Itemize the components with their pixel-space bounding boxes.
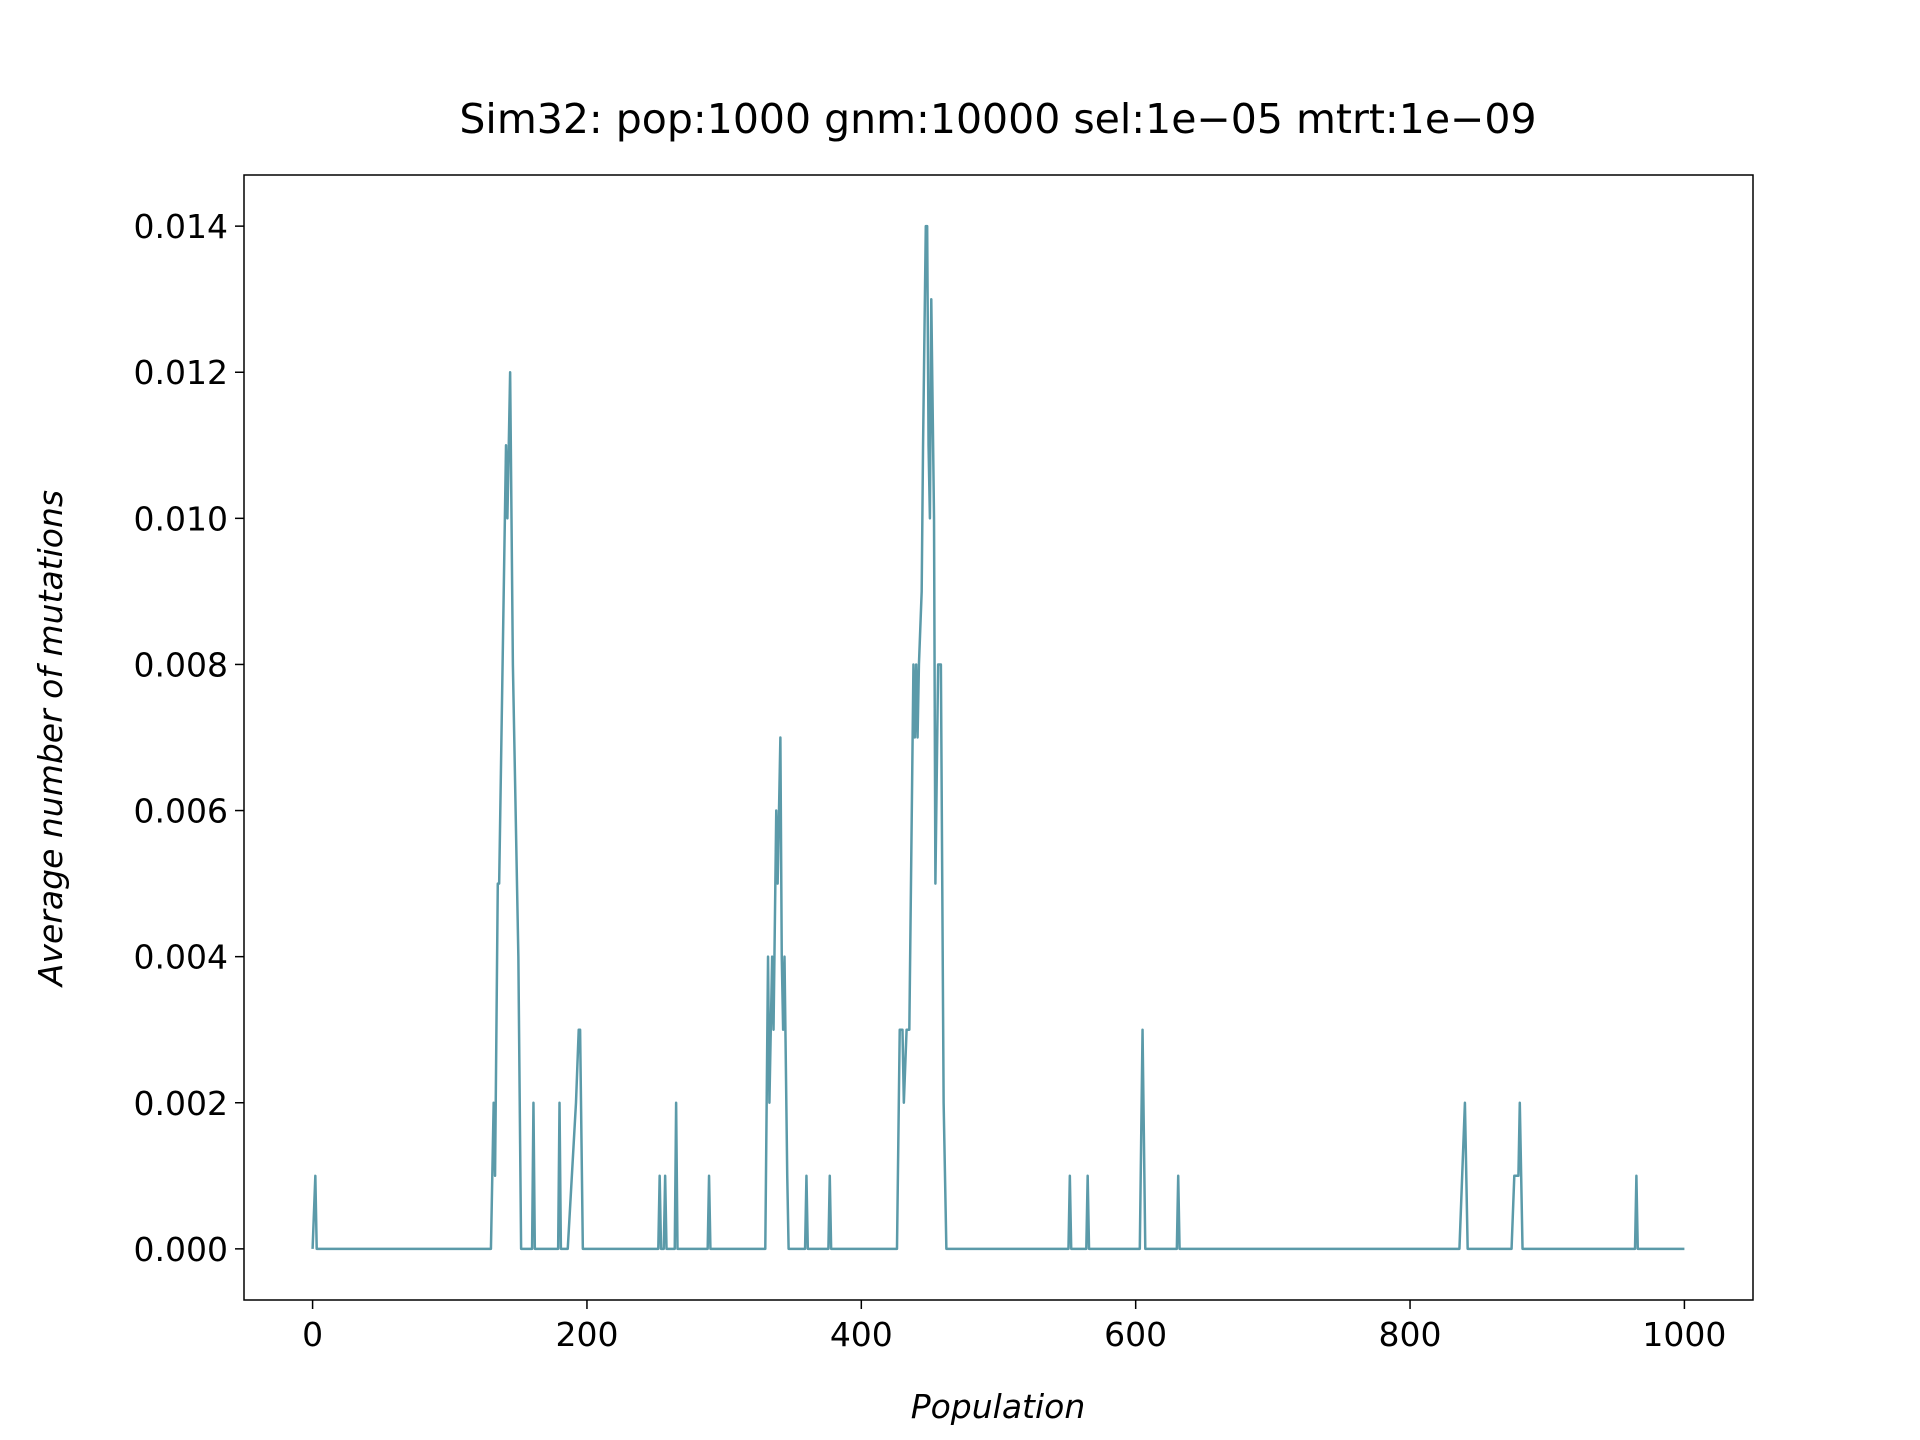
- x-tick-label: 0: [302, 1315, 323, 1354]
- x-axis-label: Population: [911, 1387, 1086, 1426]
- y-tick-label: 0.002: [134, 1084, 228, 1123]
- y-tick-label: 0.006: [134, 792, 228, 831]
- y-tick-label: 0.004: [134, 938, 228, 977]
- y-tick-label: 0.000: [134, 1230, 228, 1269]
- x-tick-label: 600: [1104, 1315, 1167, 1354]
- line-series: [311, 224, 1685, 1251]
- x-tick-label: 1000: [1642, 1315, 1726, 1354]
- y-tick-label: 0.012: [134, 353, 228, 392]
- plot-frame: [243, 174, 1754, 1301]
- x-tick-label: 200: [555, 1315, 618, 1354]
- y-tick-label: 0.010: [134, 499, 228, 538]
- y-tick-label: 0.008: [134, 645, 228, 684]
- chart-title: Sim32: pop:1000 gnm:10000 sel:1e−05 mtrt…: [459, 95, 1536, 143]
- y-tick-label: 0.014: [134, 207, 228, 246]
- x-tick-label: 400: [830, 1315, 893, 1354]
- y-axis-label: Average number of mutations: [31, 490, 70, 988]
- x-tick-label: 800: [1379, 1315, 1442, 1354]
